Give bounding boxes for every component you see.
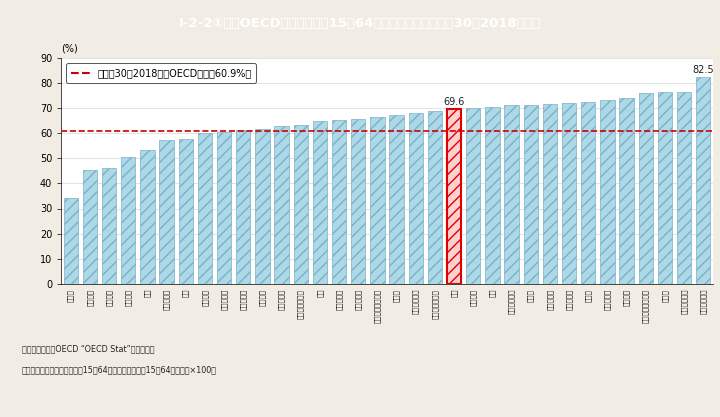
Text: フランス: フランス — [259, 289, 266, 306]
Text: ルクセンブルク: ルクセンブルク — [297, 289, 304, 319]
Bar — [332, 120, 346, 284]
Bar — [485, 107, 500, 284]
Legend: 平成Ｓ30（2018）年OECD平均（60.9%）: 平成Ｓ30（2018）年OECD平均（60.9%） — [66, 63, 256, 83]
Bar — [447, 109, 462, 284]
Bar — [543, 104, 557, 284]
Bar — [140, 151, 155, 284]
Bar — [198, 133, 212, 284]
Bar — [428, 111, 442, 284]
Text: （備考）　１．OECD “OECD Stat”より作成。: （備考） １．OECD “OECD Stat”より作成。 — [22, 344, 154, 353]
Text: メキシコ: メキシコ — [106, 289, 112, 306]
Bar — [102, 168, 117, 284]
Text: ドイツ: ドイツ — [585, 289, 592, 302]
Text: ラトビア: ラトビア — [470, 289, 477, 306]
Bar — [562, 103, 576, 284]
Bar — [159, 141, 174, 284]
Bar — [274, 126, 289, 284]
Bar — [83, 171, 97, 284]
Bar — [657, 93, 672, 284]
Bar — [294, 125, 308, 284]
Bar — [581, 102, 595, 284]
Text: スイス: スイス — [662, 289, 668, 302]
Text: エストニア: エストニア — [566, 289, 572, 310]
Bar — [523, 105, 538, 284]
Text: トルコ: トルコ — [68, 289, 74, 302]
Text: スロバニア: スロバニア — [240, 289, 246, 310]
Bar — [370, 118, 384, 284]
Text: チェコ: チェコ — [393, 289, 400, 302]
Text: ポーランド: ポーランド — [221, 289, 228, 310]
Text: カナダ: カナダ — [528, 289, 534, 302]
Bar — [236, 131, 251, 284]
Text: ノルウェー: ノルウェー — [604, 289, 611, 310]
Text: I-2-2①図　OECD諸国の女性（15～64歳）の就業率（平成Ｓ30（2018）年）: I-2-2①図 OECD諸国の女性（15～64歳）の就業率（平成Ｓ30（2018… — [179, 18, 541, 30]
Bar — [390, 116, 404, 284]
Bar — [600, 100, 615, 284]
Text: ギリシャ: ギリシャ — [86, 289, 94, 306]
Bar — [639, 93, 653, 284]
Text: アイスランド: アイスランド — [700, 289, 706, 314]
Text: 82.5: 82.5 — [693, 65, 714, 75]
Bar — [408, 113, 423, 284]
Text: ２．就業率は，、15～64歳就業者数」／、15～64歳人口」×100。: ２．就業率は，、15～64歳就業者数」／、15～64歳人口」×100。 — [22, 365, 217, 374]
Text: 69.6: 69.6 — [444, 97, 465, 107]
Text: ポルトガル: ポルトガル — [355, 289, 361, 310]
Bar — [179, 139, 193, 284]
Text: チリ: チリ — [144, 289, 150, 297]
Text: スウェーデン: スウェーデン — [680, 289, 688, 314]
Text: 英国: 英国 — [489, 289, 495, 297]
Bar — [312, 121, 327, 284]
Text: オーストラリア: オーストラリア — [431, 289, 438, 319]
Text: オーストリア: オーストリア — [413, 289, 419, 314]
Text: デンマーク: デンマーク — [546, 289, 553, 310]
Bar — [466, 108, 480, 284]
Text: スロバキア: スロバキア — [163, 289, 170, 310]
Bar — [63, 198, 78, 284]
Text: ベルギー: ベルギー — [202, 289, 208, 306]
Bar — [351, 119, 366, 284]
Text: 米国: 米国 — [317, 289, 323, 297]
Text: ハンガリー: ハンガリー — [279, 289, 285, 310]
Bar — [677, 92, 691, 284]
Bar — [505, 106, 518, 284]
Text: イスラエル: イスラエル — [336, 289, 343, 310]
Bar — [121, 158, 135, 284]
Text: フィンランド: フィンランド — [508, 289, 515, 314]
Bar — [256, 129, 269, 284]
Text: ニュージーランド: ニュージーランド — [642, 289, 649, 323]
Bar — [696, 77, 711, 284]
Bar — [619, 98, 634, 284]
Text: スロバキア共和国: スロバキア共和国 — [374, 289, 381, 323]
Text: 日本: 日本 — [451, 289, 457, 297]
Bar — [217, 133, 231, 284]
Text: 韓国: 韓国 — [182, 289, 189, 297]
Text: オランダ: オランダ — [624, 289, 630, 306]
Text: イタリア: イタリア — [125, 289, 132, 306]
Text: (%): (%) — [61, 43, 78, 53]
